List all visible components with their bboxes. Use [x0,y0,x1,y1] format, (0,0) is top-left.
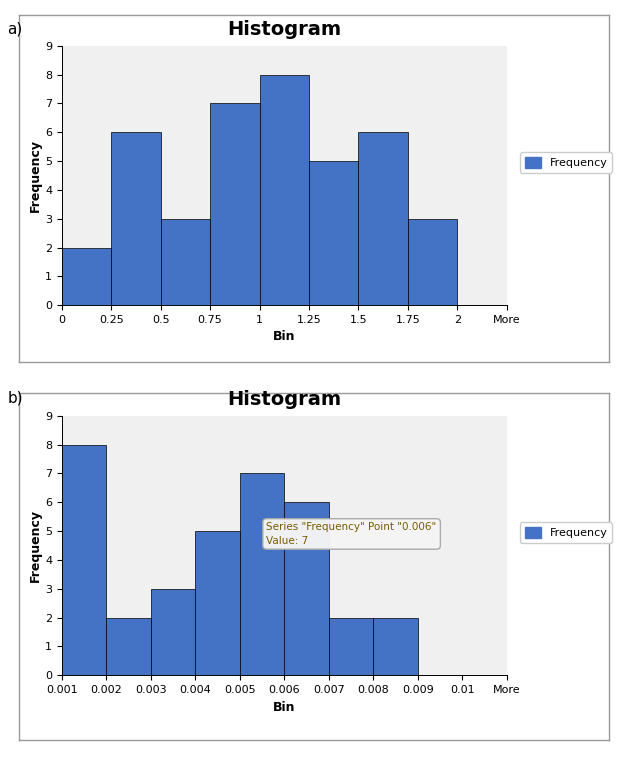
Y-axis label: Frequency: Frequency [29,509,42,582]
Bar [62,445,106,675]
Bar [161,219,210,305]
Bar [408,219,457,305]
Bar [62,247,111,305]
Bar [309,161,358,305]
Bar [151,589,195,675]
Bar [329,617,373,675]
Text: b): b) [7,391,23,406]
Bar [195,531,240,675]
Bar [284,502,329,675]
Text: a): a) [7,21,23,37]
Bar [210,104,260,305]
Bar [111,132,161,305]
Text: Series "Frequency" Point "0.006"
Value: 7: Series "Frequency" Point "0.006" Value: … [266,523,437,546]
Legend: Frequency: Frequency [520,523,612,542]
Bar [260,75,309,305]
Legend: Frequency: Frequency [520,153,612,172]
Bar [240,474,284,675]
Title: Histogram: Histogram [227,390,341,409]
Bar [373,617,418,675]
Title: Histogram: Histogram [227,20,341,39]
X-axis label: Bin: Bin [273,330,295,343]
X-axis label: Bin: Bin [273,700,295,713]
Bar [106,617,151,675]
Y-axis label: Frequency: Frequency [29,139,42,212]
Bar [358,132,408,305]
